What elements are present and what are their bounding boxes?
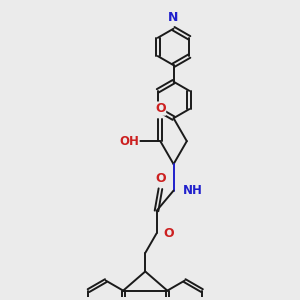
Text: NH: NH xyxy=(182,184,202,197)
Text: O: O xyxy=(155,172,166,185)
Text: O: O xyxy=(163,227,174,240)
Text: N: N xyxy=(168,11,179,24)
Text: O: O xyxy=(155,102,166,115)
Text: OH: OH xyxy=(119,135,139,148)
